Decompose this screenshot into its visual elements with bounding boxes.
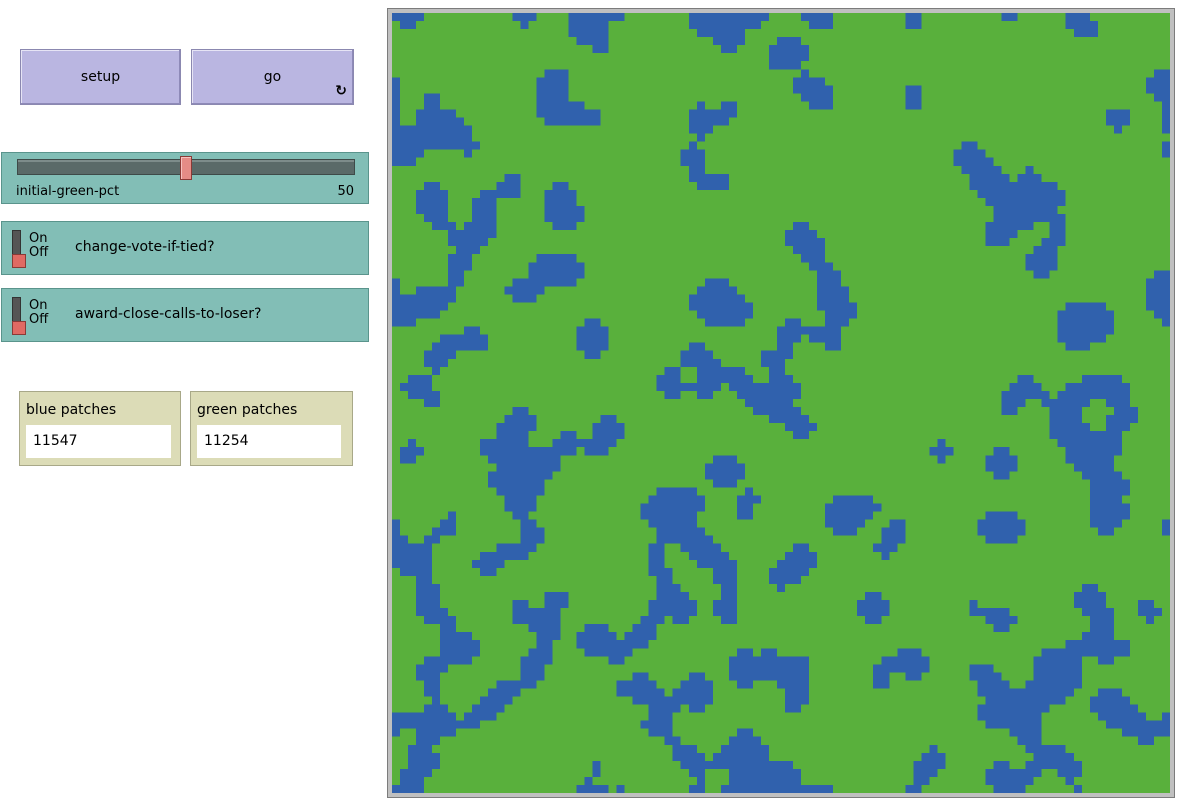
slider-label: initial-green-pct xyxy=(16,184,120,199)
toggle-icon[interactable] xyxy=(12,297,26,335)
switch-off-label: Off xyxy=(29,245,49,260)
switch-label: change-vote-if-tied? xyxy=(75,239,215,255)
monitor-label: blue patches xyxy=(26,402,117,418)
slider-thumb[interactable] xyxy=(180,156,192,180)
initial-green-pct-slider[interactable]: initial-green-pct 50 xyxy=(1,152,369,204)
toggle-icon[interactable] xyxy=(12,230,26,268)
patch-grid[interactable] xyxy=(392,13,1170,793)
go-button-label: go xyxy=(263,69,282,85)
go-button[interactable]: go ↻ xyxy=(191,49,354,105)
world-view[interactable] xyxy=(387,8,1175,798)
monitor-label: green patches xyxy=(197,402,298,418)
monitor-value: 11547 xyxy=(26,425,171,458)
setup-button-label: setup xyxy=(80,69,121,85)
change-vote-if-tied-switch[interactable]: On Off change-vote-if-tied? xyxy=(1,221,369,275)
monitor-value: 11254 xyxy=(197,425,341,458)
switch-label: award-close-calls-to-loser? xyxy=(75,306,262,322)
switch-on-label: On xyxy=(29,231,48,246)
blue-patches-monitor: blue patches 11547 xyxy=(19,391,181,466)
forever-loop-icon: ↻ xyxy=(335,83,347,99)
setup-button[interactable]: setup xyxy=(20,49,181,105)
green-patches-monitor: green patches 11254 xyxy=(190,391,353,466)
slider-value: 50 xyxy=(337,184,354,199)
switch-off-label: Off xyxy=(29,312,49,327)
award-close-calls-to-loser-switch[interactable]: On Off award-close-calls-to-loser? xyxy=(1,288,369,342)
switch-on-label: On xyxy=(29,298,48,313)
